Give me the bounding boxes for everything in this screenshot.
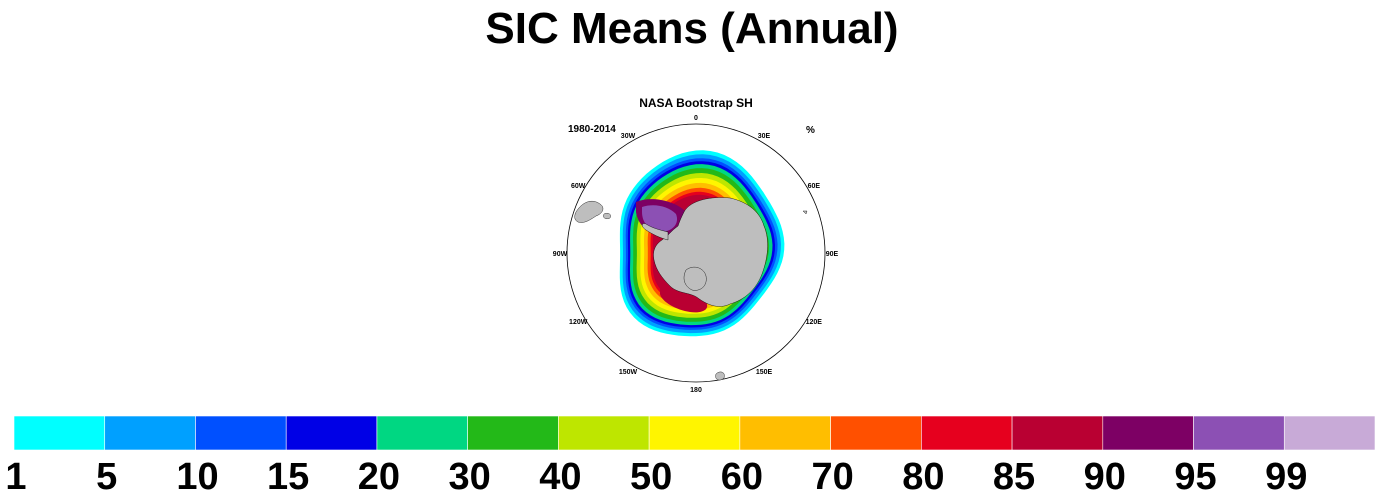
- land-masses: [574, 197, 808, 381]
- colorbar-box: [739, 415, 831, 451]
- colorbar-tick-label: 30: [449, 456, 491, 498]
- ross-ice-shelf: [683, 266, 707, 291]
- longitude-label: 90E: [826, 251, 839, 258]
- antarctic-peninsula: [642, 223, 669, 241]
- units-label: %: [806, 125, 815, 136]
- longitude-label: 180: [690, 387, 702, 394]
- colorbar-tick-label: 15: [267, 456, 309, 498]
- colorbar-box: [104, 415, 196, 451]
- colorbar-tick-label: 80: [902, 456, 944, 498]
- colorbar-box: [921, 415, 1013, 451]
- colorbar-box: [648, 415, 741, 451]
- period-label: 1980-2014: [568, 124, 616, 135]
- colorbar-box: [830, 415, 922, 451]
- longitude-label: 120E: [806, 319, 823, 326]
- colorbar-tick-label: 85: [993, 456, 1035, 498]
- colorbar-box: [1011, 415, 1104, 451]
- colorbar-box: [467, 415, 559, 451]
- colorbar-box: [285, 415, 378, 451]
- longitude-label: 150E: [756, 369, 773, 376]
- longitude-label: 0: [694, 115, 698, 122]
- south-america: [574, 201, 604, 223]
- colorbar-tick-label: 95: [1174, 456, 1216, 498]
- colorbar-box: [558, 415, 650, 451]
- panel-subtitle: NASA Bootstrap SH: [639, 96, 753, 110]
- colorbar-tick-label: 90: [1084, 456, 1126, 498]
- longitude-label: 150W: [619, 369, 638, 376]
- longitude-label: 30W: [621, 133, 636, 140]
- colorbar-tick-label: 10: [176, 456, 218, 498]
- colorbar-box: [1283, 415, 1376, 451]
- colorbar-tick-label: 1: [5, 456, 26, 498]
- new-zealand: [715, 371, 725, 381]
- colorbar-box: [13, 415, 106, 451]
- map-boundary: [566, 123, 826, 383]
- colorbar-labels: 1 5 10 15 20 30 40 50 60 70 80 85 90 95 99: [5, 456, 1307, 498]
- longitude-label: 120W: [569, 319, 588, 326]
- longitude-label: 60W: [571, 183, 586, 190]
- colorbar-tick-label: 5: [96, 456, 117, 498]
- colorbar-box: [376, 415, 468, 451]
- colorbar-tick-label: 70: [811, 456, 853, 498]
- longitude-label: 30E: [758, 133, 771, 140]
- colorbar-box: [195, 415, 287, 451]
- colorbar-boxes: [13, 415, 1376, 451]
- colorbar-tick-label: 20: [358, 456, 400, 498]
- longitude-label: 90W: [553, 251, 568, 258]
- longitude-labels: 0 30E 60E 90E 120E 150E 180 150W 120W 90W 60W 30W: [553, 115, 839, 394]
- figure-title: SIC Means (Annual): [485, 4, 899, 53]
- colorbar-tick-label: 99: [1265, 456, 1307, 498]
- kerguelen: [802, 210, 808, 215]
- colorbar-box: [1193, 415, 1285, 451]
- weddell-sea-ice-patch: [642, 205, 678, 232]
- polar-map: NASA Bootstrap SH 1980-2014 % 0 30E 60E 90E…: [553, 96, 839, 394]
- falklands: [603, 213, 611, 219]
- colorbar-tick-label: 60: [721, 456, 763, 498]
- colorbar-tick-label: 50: [630, 456, 672, 498]
- ross-sea-ice-patch: [660, 285, 708, 313]
- colorbar-tick-label: 40: [539, 456, 581, 498]
- colorbar-box: [1102, 415, 1194, 451]
- longitude-label: 60E: [808, 183, 821, 190]
